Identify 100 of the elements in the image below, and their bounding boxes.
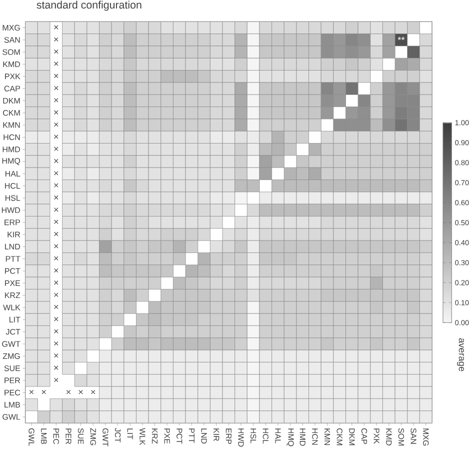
text: × [54,244,58,248]
y-tick-label: CKM [3,110,20,116]
x-tick-label: SOM [398,428,404,446]
y-tick-label: KRZ [5,292,20,298]
x-tick-label: HMD [300,428,306,446]
x-tick-label: SUE [78,428,84,444]
x-tick-label: DKM [349,428,355,446]
y-tick-label: PCT [5,268,20,274]
x-tick-label: PXK [374,428,380,444]
y-tick-label: LIT [9,316,20,322]
x-tick-label: HSL [250,428,256,444]
y-tick-label: JCT [6,328,20,335]
x-tick-label: WLK [140,428,146,446]
x-tick-label: KRZ [152,428,158,444]
x-tick-label: LIT [127,428,133,440]
text: × [54,49,58,54]
text: × [54,220,58,224]
text: × [54,366,58,370]
text: × [54,74,58,78]
text: × [54,256,58,260]
text: × [54,37,58,42]
x-tick-label: HAL [275,428,281,444]
y-tick-label: GWL [2,414,20,420]
text: × [54,158,58,164]
y-tick-label: WLK [3,304,20,310]
text: × [54,62,58,66]
text: × [54,25,58,30]
y-tick-label: SAN [4,37,20,43]
chart-title: standard configuration [36,0,142,11]
y-tick-label: HSL [5,195,20,201]
x-tick-label: CAP [361,428,368,444]
y-tick-label: HMQ [2,158,20,166]
text: × [42,390,46,394]
text: × [54,341,58,346]
text: × [54,134,58,139]
x-tick-label: HWD [238,428,244,447]
x-tick-label: HMQ [286,428,294,446]
text: × [54,171,58,176]
text: × [54,110,58,114]
text: × [54,378,58,382]
y-tick-label: ZMG [2,353,20,359]
text: × [66,390,71,394]
y-tick-label: PER [4,378,20,384]
x-tick-label: JCT [114,428,121,442]
y-tick-label: PTT [6,256,20,262]
x-tick-label: GWT [102,428,108,446]
y-tick-label: LND [5,244,20,250]
text: × [54,329,58,334]
x-tick-label: KIR [214,428,220,441]
y-tick-label: HCL [5,183,20,189]
text: × [54,98,58,102]
y-tick-label: KMN [3,122,20,128]
x-tick-label: SAN [410,428,416,444]
text: × [54,208,58,212]
x-tick-label: PTT [188,428,194,443]
y-tick-label: PXK [5,74,20,80]
y-tick-label: MXG [2,24,20,31]
x-tick-label: PXE [164,428,170,444]
y-tick-label: LMB [4,402,20,408]
y-tick-label: CAP [4,86,20,92]
text: × [54,183,58,188]
x-tick-label: KMN [324,428,330,446]
color-bar-title: average [456,338,464,372]
x-tick-label: ZMG [90,428,96,446]
y-tick-label: HWD [2,207,20,213]
y-tick-label: HAL [5,170,20,176]
text: × [54,280,58,285]
x-tick-label: MXG [423,428,429,446]
text: × [54,86,58,90]
y-tick-label: ERP [4,220,20,226]
y-tick-label: KIR [8,232,20,238]
x-tick-label: PCT [176,428,182,444]
text: × [54,146,58,151]
text: × [54,317,58,322]
x-tick-label: PER [66,428,72,444]
text: × [54,122,58,127]
text: × [54,304,58,310]
text: × [54,354,58,358]
y-tick-label: HCN [4,134,20,140]
y-tick-label: HMD [2,146,20,152]
y-tick-label: SOM [2,49,20,55]
data-label: ** [398,36,405,40]
y-tick-label: SUE [4,365,20,372]
y-tick-label: GWT [2,341,20,347]
x-tick-label: LMB [41,428,47,444]
x-tick-label: HCL [262,428,268,444]
text: × [91,390,96,394]
x-tick-label: HCN [312,428,318,445]
x-tick-label: CKM [336,428,342,446]
text: × [78,390,83,394]
y-tick-label: PEC [4,390,20,396]
text: × [54,292,58,297]
text: × [54,232,58,236]
x-tick-label: GWL [28,428,34,446]
y-tick-label: PXE [5,280,20,286]
x-tick-label: PEC [53,428,59,444]
text: × [29,390,34,394]
y-tick-label: DKM [3,98,20,104]
x-tick-label: ERP [226,428,232,444]
x-tick-label: LND [201,428,207,444]
